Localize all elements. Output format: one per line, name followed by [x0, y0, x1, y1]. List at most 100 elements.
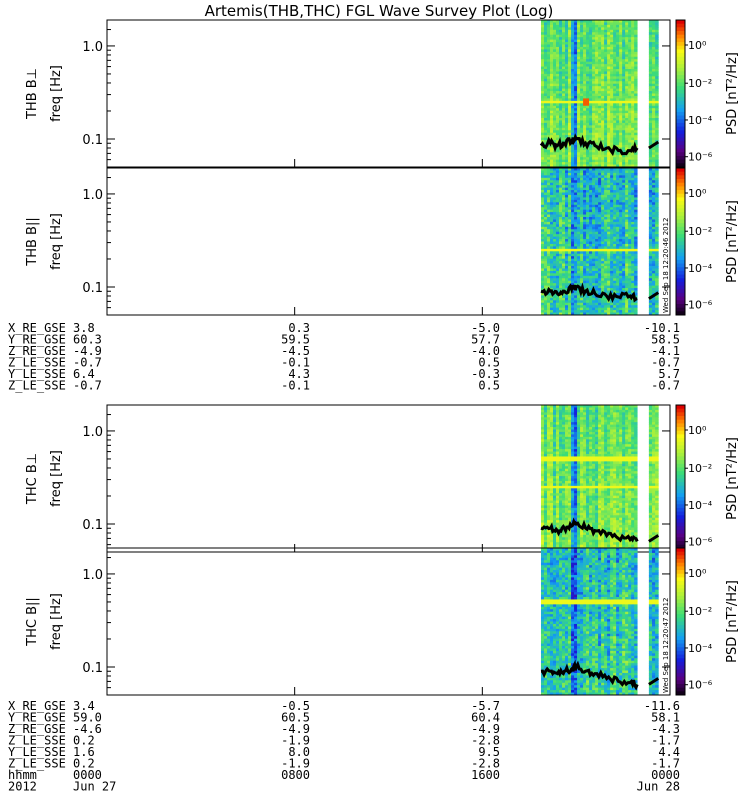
- spectrogram-cell: [619, 24, 623, 28]
- spectrogram-cell: [628, 253, 632, 257]
- spectrogram-cell: [625, 42, 629, 45]
- spectrogram-cell: [574, 24, 578, 28]
- spectrogram-cell: [553, 454, 557, 457]
- spectrogram-cell: [540, 42, 545, 45]
- spectrogram-cell: [562, 185, 566, 188]
- spectrogram-cell: [634, 226, 638, 230]
- spectrogram-cell: [616, 168, 620, 171]
- spectrogram-cell: [546, 73, 551, 77]
- spectrogram-cell: [607, 168, 611, 171]
- spectrogram-cell: [580, 278, 584, 282]
- spectrogram-cell: [655, 288, 659, 291]
- spectrogram-cell: [562, 127, 566, 131]
- spectrogram-cell: [601, 20, 605, 23]
- spectrogram-cell: [610, 69, 614, 72]
- spectrogram-cell: [565, 83, 569, 87]
- spectrogram-cell: [628, 217, 632, 220]
- spectrogram-cell: [574, 159, 578, 163]
- spectrogram-cell: [574, 170, 578, 174]
- spectrogram-cell: [634, 73, 638, 77]
- spectrogram-cell: [628, 251, 632, 255]
- spectrogram-cell: [601, 54, 605, 58]
- spectrogram-cell: [586, 164, 590, 168]
- spectrogram-cell: [604, 190, 608, 193]
- spectrogram-cell: [540, 91, 545, 94]
- spectrogram-cell: [546, 27, 551, 31]
- spectrogram-cell: [540, 407, 545, 411]
- spectrogram-cell: [595, 59, 599, 63]
- spectrogram-cell: [613, 34, 617, 38]
- spectrogram-cell: [583, 115, 587, 119]
- spectrogram-cell: [565, 266, 569, 269]
- spectrogram-cell: [565, 419, 569, 423]
- spectrogram-cell: [574, 149, 578, 153]
- spectrogram-cell: [613, 29, 617, 33]
- spectrogram-cell: [571, 81, 575, 85]
- spectrogram-cell: [540, 485, 545, 489]
- spectrogram-cell: [619, 157, 623, 161]
- spectrogram-cell: [565, 118, 569, 121]
- spectrogram-cell: [550, 69, 554, 72]
- spectrogram-cell: [577, 248, 581, 252]
- spectrogram-cell: [559, 190, 563, 193]
- spectrogram-cell: [559, 461, 563, 465]
- spectrogram-cell: [625, 288, 629, 291]
- spectrogram-cell: [598, 226, 602, 230]
- spectrogram-cell: [610, 312, 614, 316]
- spectrogram-cell: [607, 78, 611, 82]
- spectrogram-cell: [574, 91, 578, 94]
- spectrogram-cell: [628, 204, 632, 208]
- spectrogram-cell: [610, 86, 614, 89]
- spectrogram-cell: [562, 44, 566, 48]
- spectrogram-cell: [559, 456, 563, 460]
- spectrogram-cell: [625, 34, 629, 38]
- colorbar-swatch: [676, 285, 685, 290]
- spectrogram-cell: [562, 507, 566, 511]
- spectrogram-cell: [556, 115, 560, 119]
- spectrogram-cell: [595, 239, 599, 242]
- spectrogram-cell: [580, 154, 584, 158]
- spectrogram-cell: [622, 144, 626, 148]
- spectrogram-cell: [631, 192, 635, 196]
- spectrogram-cell: [553, 105, 557, 109]
- spectrogram-cell: [610, 81, 614, 85]
- spectrogram-cell: [556, 22, 560, 26]
- spectrogram-cell: [562, 537, 566, 541]
- spectrogram-cell: [583, 78, 587, 82]
- spectrogram-cell: [631, 61, 635, 65]
- spectrogram-cell: [598, 224, 602, 228]
- spectrogram-cell: [562, 212, 566, 215]
- spectrogram-cell: [601, 29, 605, 33]
- spectrogram-cell: [625, 234, 629, 237]
- spectrogram-cell: [580, 49, 584, 53]
- spectrogram-cell: [550, 93, 554, 97]
- spectrogram-cell: [631, 59, 635, 63]
- spectrogram-cell: [625, 175, 629, 179]
- spectrogram-cell: [568, 236, 572, 240]
- spectrogram-cell: [574, 105, 578, 109]
- spectrogram-cell: [550, 297, 554, 301]
- spectrogram-cell: [604, 231, 608, 235]
- spectrogram-cell: [598, 275, 602, 279]
- spectrogram-cell: [583, 194, 587, 198]
- spectrogram-cell: [583, 297, 587, 301]
- spectrogram-cell: [586, 248, 590, 252]
- spectrogram-cell: [619, 270, 623, 274]
- spectrogram-cell: [598, 69, 602, 72]
- spectrogram-cell: [619, 251, 623, 255]
- spectrogram-cell: [550, 159, 554, 163]
- spectrogram-cell: [628, 263, 632, 267]
- spectrogram-cell: [565, 295, 569, 299]
- spectrogram-cell: [583, 88, 587, 92]
- spectrogram-cell: [595, 44, 599, 48]
- spectrogram-cell: [568, 539, 572, 543]
- spectrogram-cell: [622, 177, 626, 181]
- spectrogram-cell: [550, 185, 554, 188]
- spectrogram-cell: [556, 283, 560, 286]
- spectrogram-cell: [562, 405, 566, 408]
- spectrogram-cell: [595, 241, 599, 245]
- spectrogram-cell: [595, 243, 599, 247]
- spectrogram-cell: [565, 100, 569, 104]
- spectrogram-cell: [616, 37, 620, 40]
- spectrogram-cell: [655, 22, 659, 26]
